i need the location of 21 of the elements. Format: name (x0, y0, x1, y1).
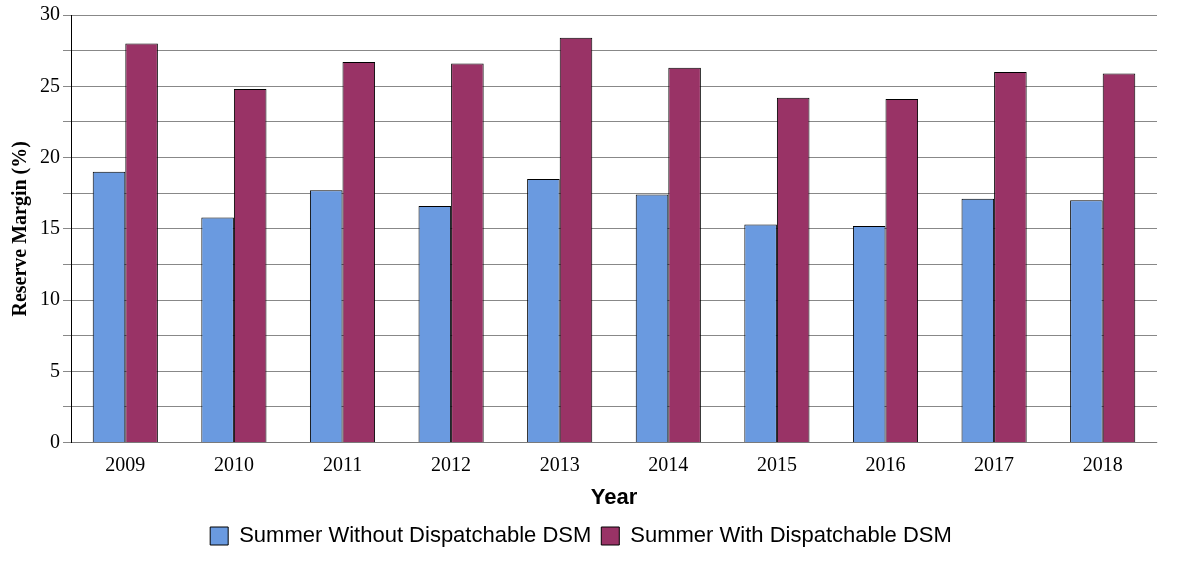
y-tick-label: 20 (40, 144, 60, 167)
x-tick-label: 2018 (1082, 452, 1123, 475)
legend-label: Summer With Dispatchable DSM (630, 522, 952, 548)
x-tick-label: 2009 (105, 452, 146, 475)
y-tick-label: 10 (40, 287, 60, 310)
x-tick-label: 2010 (213, 452, 254, 475)
x-axis-title: Year (590, 483, 638, 509)
y-axis-title: Reserve Margin (%) (8, 141, 32, 317)
y-tick-label: 30 (40, 2, 60, 25)
x-tick-label: 2013 (539, 452, 580, 475)
x-tick-label: 2017 (974, 452, 1015, 475)
legend-label: Summer Without Dispatchable DSM (239, 522, 592, 548)
x-tick-label: 2015 (756, 452, 797, 475)
y-tick-label: 25 (40, 73, 60, 96)
x-tick-label: 2012 (431, 452, 472, 475)
y-tick-label: 15 (40, 216, 60, 239)
x-tick-label: 2016 (865, 452, 906, 475)
x-tick-label: 2014 (648, 452, 689, 475)
y-tick-label: 0 (50, 429, 60, 452)
x-tick-label: 2011 (322, 452, 363, 475)
y-tick-label: 5 (50, 358, 60, 381)
